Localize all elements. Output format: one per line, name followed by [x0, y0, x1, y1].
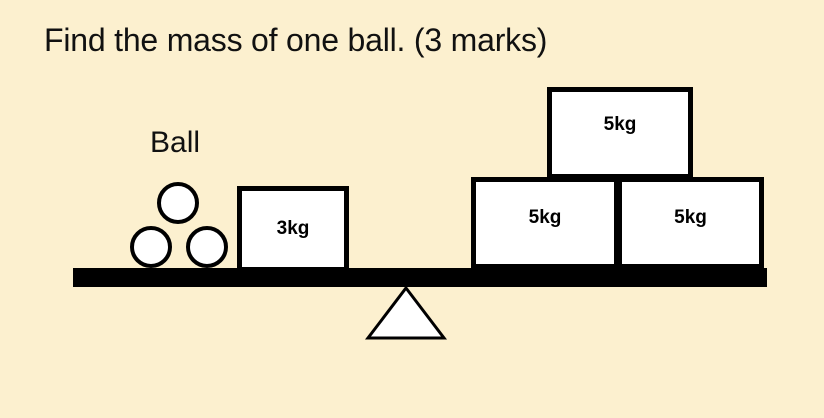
balance-beam — [73, 268, 767, 287]
question-text: Find the mass of one ball. (3 marks) — [44, 22, 548, 58]
ball-label: Ball — [150, 126, 201, 159]
weight-5kg-top: 5kg — [547, 87, 693, 179]
weight-5kg-bottom-right: 5kg — [617, 177, 764, 269]
weight-5kg-top-label: 5kg — [603, 114, 637, 135]
weight-3kg-label: 3kg — [276, 218, 310, 239]
ball-top — [157, 182, 199, 224]
weight-5kg-bottom-right-label: 5kg — [674, 207, 707, 228]
ball-bottom-left — [130, 226, 172, 268]
ball-bottom-right — [186, 226, 228, 268]
fulcrum-triangle — [364, 285, 448, 340]
weight-3kg: 3kg — [237, 186, 349, 272]
weight-5kg-bottom-left-label: 5kg — [528, 207, 562, 228]
weight-5kg-bottom-left: 5kg — [471, 177, 619, 269]
